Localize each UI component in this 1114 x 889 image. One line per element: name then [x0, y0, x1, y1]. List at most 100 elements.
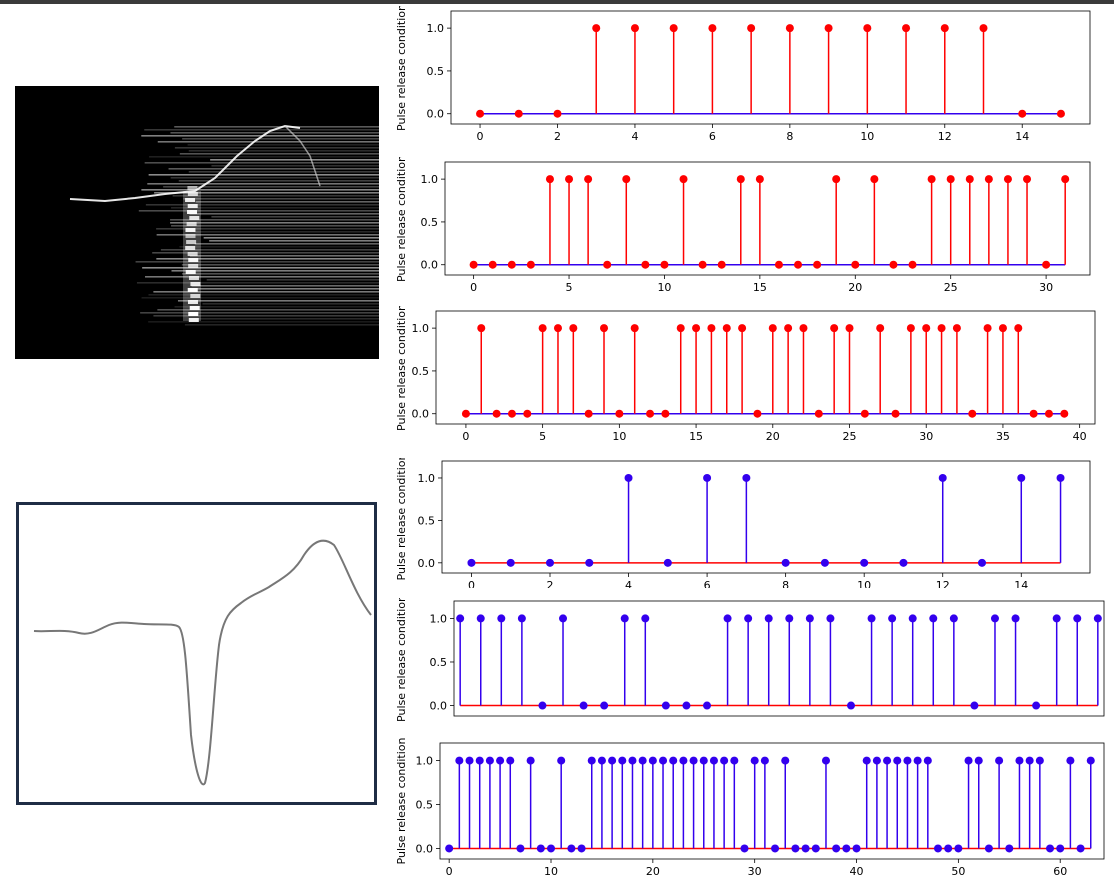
stem-marker [679, 756, 688, 765]
spectrogram-streak [174, 126, 379, 128]
stem-marker [938, 473, 947, 482]
stem-marker [461, 409, 470, 418]
stem-marker [1073, 614, 1082, 623]
top-edge-bar [0, 0, 1114, 4]
stem-marker [753, 409, 762, 418]
stem-marker [661, 409, 670, 418]
stem-chart-6-svg: 0.0 0.5 1.0 0 10 20 30 40 50 60 Pulse release cond… [395, 738, 1105, 878]
plot-frame [439, 742, 1105, 860]
stem-marker [689, 756, 698, 765]
spectrogram-streak [145, 276, 379, 278]
stem-marker [952, 324, 961, 333]
stem-marker [781, 558, 790, 567]
spectrogram-blob [190, 282, 201, 286]
stem-marker [968, 409, 977, 418]
stem-marker [902, 24, 911, 33]
stem-marker [813, 260, 822, 269]
bottom-edge-bar [0, 885, 1114, 889]
stem-marker [553, 324, 562, 333]
spectrogram-image [15, 86, 379, 359]
stem-marker [771, 844, 780, 853]
stem-marker [1060, 409, 1069, 418]
stem-marker [983, 324, 992, 333]
spectrogram-streak [174, 147, 379, 149]
spectrogram-streak [194, 243, 379, 245]
stem-chart-5-svg: 0.0 0.5 1.0 Pulse release condition [395, 598, 1105, 722]
spectrogram-streak [156, 228, 379, 230]
y-tick-label: 0.5 [430, 656, 448, 669]
plot-frame [453, 600, 1105, 717]
spectrogram-streak [177, 300, 379, 302]
x-tick-label: 14 [1015, 130, 1029, 143]
stem-marker [699, 756, 708, 765]
stem-marker [929, 614, 938, 623]
stem-marker [1029, 409, 1038, 418]
stem-marker [740, 844, 749, 853]
stem-chart-3-svg: 0.0 0.5 1.0 0 5 10 15 20 25 30 35 40 Pulse release c… [395, 306, 1096, 442]
stem-marker [600, 324, 609, 333]
x-tick-label: 60 [1053, 865, 1067, 878]
x-tick-label: 0 [468, 579, 475, 588]
stem-marker [1046, 844, 1055, 853]
stem-marker [774, 260, 783, 269]
x-tick-label: 0 [477, 130, 484, 143]
spectrogram-blob [188, 264, 199, 268]
plot-frame [441, 460, 1091, 574]
stem-chart-1-svg: 0.0 0.5 1.0 0 2 4 6 8 10 12 14 Pulse release condit… [395, 6, 1091, 143]
stem-marker [876, 324, 885, 333]
stem-marker [949, 614, 958, 623]
stem-marker [903, 756, 912, 765]
waveform-panel [16, 502, 377, 805]
x-tick-label: 50 [951, 865, 965, 878]
stem-marker [944, 844, 953, 853]
stem-marker [845, 324, 854, 333]
stem-marker [646, 409, 655, 418]
stem-marker [862, 756, 871, 765]
stem-marker [794, 260, 803, 269]
spectrogram-trace [69, 124, 301, 203]
stem-marker [547, 844, 556, 853]
x-tick-label: 20 [646, 865, 660, 878]
y-tick-label: 1.0 [427, 22, 445, 35]
stem-marker [514, 109, 523, 118]
spectrogram-blob [185, 198, 196, 202]
spectrogram-streak [142, 267, 379, 269]
spectrogram-streak [187, 288, 379, 290]
stem-chart-1: 0.0 0.5 1.0 0 2 4 6 8 10 12 14 Pulse release condit… [390, 6, 1110, 147]
stem-marker [826, 614, 835, 623]
stem-marker [1018, 109, 1027, 118]
stem-marker [1015, 756, 1024, 765]
stem-marker [913, 756, 922, 765]
spectrogram-blob [185, 270, 196, 274]
stem-marker [538, 701, 547, 710]
spectrogram-streak [171, 270, 379, 272]
stem-marker [526, 260, 535, 269]
stem-marker [922, 324, 931, 333]
x-tick-label: 10 [860, 130, 874, 143]
stem-marker [476, 109, 485, 118]
stem-marker [1032, 701, 1041, 710]
spectrogram-streak [211, 165, 379, 167]
x-tick-label: 4 [631, 130, 638, 143]
stem-marker [709, 756, 718, 765]
spectrogram-streak [152, 252, 379, 254]
stem-chart-6: 0.0 0.5 1.0 0 10 20 30 40 50 60 Pulse release cond… [390, 738, 1110, 885]
stem-marker [641, 260, 650, 269]
stem-marker [1056, 473, 1065, 482]
y-axis-label: Pulse release condition [395, 157, 408, 282]
stem-marker [1014, 324, 1023, 333]
stem-marker [703, 701, 712, 710]
stem-marker [497, 614, 506, 623]
spectrogram-streak [157, 141, 379, 143]
x-tick-label: 30 [919, 430, 933, 442]
stem-marker [546, 558, 554, 567]
stem-marker [592, 24, 601, 33]
spectrogram-streak [138, 210, 379, 212]
stem-marker [1011, 614, 1020, 623]
stem-marker [597, 756, 606, 765]
x-tick-label: 10 [857, 579, 871, 588]
stem-marker [477, 324, 486, 333]
stem-marker [584, 175, 593, 184]
stem-marker [660, 260, 669, 269]
spectrogram-blob [185, 234, 196, 238]
